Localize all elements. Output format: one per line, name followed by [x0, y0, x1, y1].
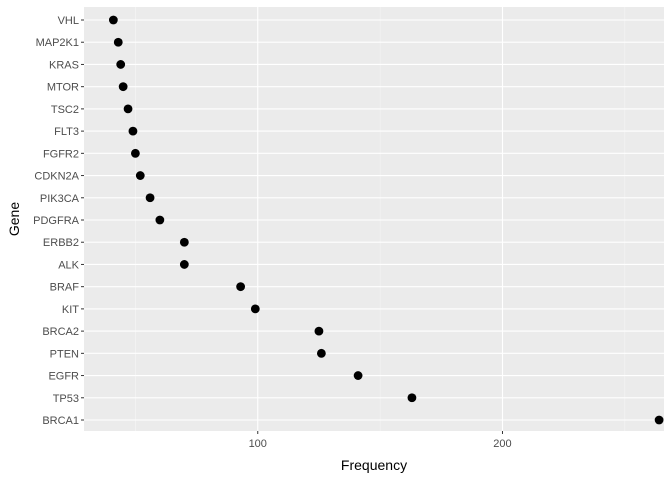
- y-tick-label: BRCA1: [42, 415, 79, 427]
- y-tick-label: VHL: [58, 15, 79, 27]
- point-braf: [236, 282, 246, 292]
- y-tick-label: TP53: [53, 393, 79, 405]
- x-tick-label: 100: [249, 438, 267, 450]
- plot-panel: [84, 7, 664, 431]
- y-tick-label: FLT3: [54, 126, 79, 138]
- point-alk: [179, 260, 189, 269]
- point-kit: [250, 304, 260, 314]
- data-points: [108, 15, 664, 425]
- y-tick-label: MAP2K1: [36, 37, 79, 49]
- y-tick-label: BRCA2: [42, 326, 79, 338]
- y-tick-label: PTEN: [50, 348, 79, 360]
- y-axis-title: Gene: [6, 202, 22, 236]
- y-tick-label: ALK: [58, 259, 79, 271]
- point-tp53: [407, 393, 417, 403]
- point-map2k1: [113, 37, 123, 47]
- point-flt3: [128, 126, 138, 136]
- point-kras: [116, 60, 126, 69]
- point-vhl: [108, 15, 118, 25]
- y-axis: BRCA1 TP53 EGFR PTEN BRCA2 KIT BRAF ALK ERBB2 PDG…: [33, 15, 84, 427]
- grid-major: [84, 7, 664, 431]
- point-brca2: [314, 326, 324, 336]
- y-tick-label: TSC2: [51, 104, 79, 116]
- y-tick-label: EGFR: [48, 371, 79, 383]
- point-egfr: [353, 371, 363, 380]
- x-tick-label: 200: [493, 438, 511, 450]
- y-tick-label: KRAS: [49, 59, 79, 71]
- y-tick-label: MTOR: [47, 82, 79, 94]
- y-tick-label: PDGFRA: [33, 215, 80, 227]
- y-tick-label: BRAF: [50, 282, 80, 294]
- point-tsc2: [123, 104, 133, 114]
- grid-minor: [135, 7, 626, 431]
- y-tick-label: FGFR2: [43, 148, 79, 160]
- point-pik3ca: [145, 193, 155, 203]
- y-tick-label: ERBB2: [43, 237, 79, 249]
- y-tick-label: PIK3CA: [40, 193, 80, 205]
- point-fgfr2: [130, 148, 140, 158]
- y-tick-label: CDKN2A: [34, 171, 79, 183]
- y-tick-label: KIT: [62, 304, 79, 316]
- point-brca1: [654, 415, 664, 425]
- point-pdgfra: [155, 215, 165, 225]
- point-mtor: [118, 82, 128, 92]
- x-axis: 100 200: [249, 431, 512, 450]
- point-erbb2: [179, 237, 189, 247]
- point-cdkn2a: [135, 171, 145, 180]
- x-axis-title: Frequency: [341, 457, 407, 473]
- point-pten: [316, 348, 326, 358]
